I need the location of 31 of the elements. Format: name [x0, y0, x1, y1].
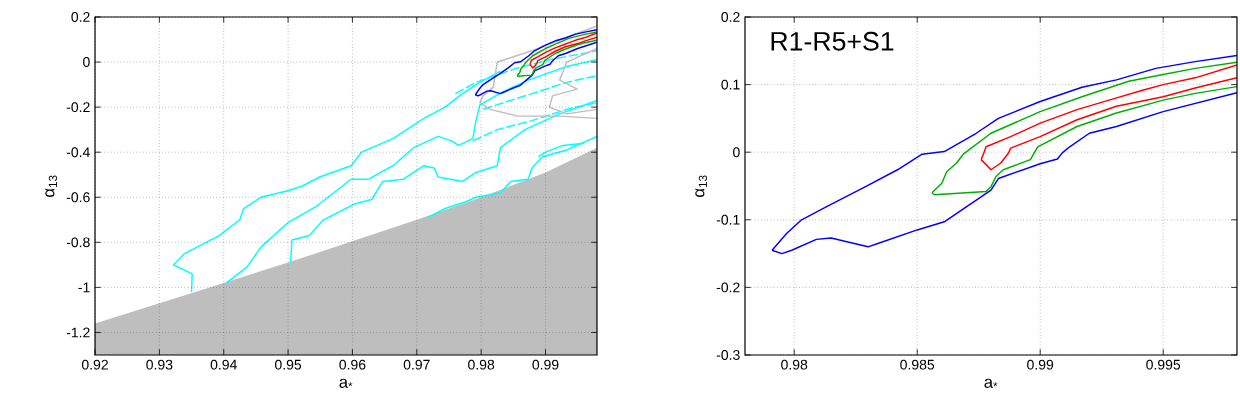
y-tick-label: -1 [78, 282, 90, 293]
x-tick-label: 0.98 [781, 359, 808, 370]
x-axis-title: a$_{*}$ [339, 378, 353, 388]
y-axis-title: α$_{13}$ [695, 175, 707, 197]
y-tick-label: 0.1 [721, 79, 740, 90]
y-tick-label: 0.2 [71, 12, 90, 22]
x-tick-label: 0.94 [210, 359, 237, 370]
y-tick-label: -1.2 [66, 327, 90, 338]
annotation: R1-R5+S1 [771, 31, 894, 51]
x-tick-label: 0.99 [532, 359, 559, 370]
x-tick-label: 0.995 [1146, 359, 1181, 370]
x-tick-label: 0.98 [468, 359, 495, 370]
y-tick-label: 0 [733, 147, 740, 158]
x-tick-label: 0.985 [900, 359, 935, 370]
y-tick-label: 0 [83, 57, 90, 68]
y-tick-label: -0.6 [66, 192, 90, 203]
x-tick-label: 0.99 [1027, 359, 1054, 370]
y-tick-label: -0.8 [66, 237, 90, 248]
x-tick-label: 0.92 [81, 359, 108, 370]
y-tick-label: -0.4 [66, 147, 90, 158]
y-axis-title: α$_{13}$ [45, 175, 58, 197]
x-tick-label: 0.97 [403, 359, 430, 370]
x-tick-label: 0.95 [275, 359, 302, 370]
y-tick-label: -0.1 [716, 214, 740, 225]
y-tick-label: -0.2 [66, 102, 90, 113]
x-tick-label: 0.96 [339, 359, 366, 370]
y-tick-label: 0.2 [721, 12, 740, 22]
y-tick-label: -0.2 [716, 282, 740, 293]
x-tick-label: 0.93 [146, 359, 173, 370]
x-axis-title: a$_{*}$ [984, 378, 998, 388]
y-tick-label: -0.3 [716, 350, 740, 360]
